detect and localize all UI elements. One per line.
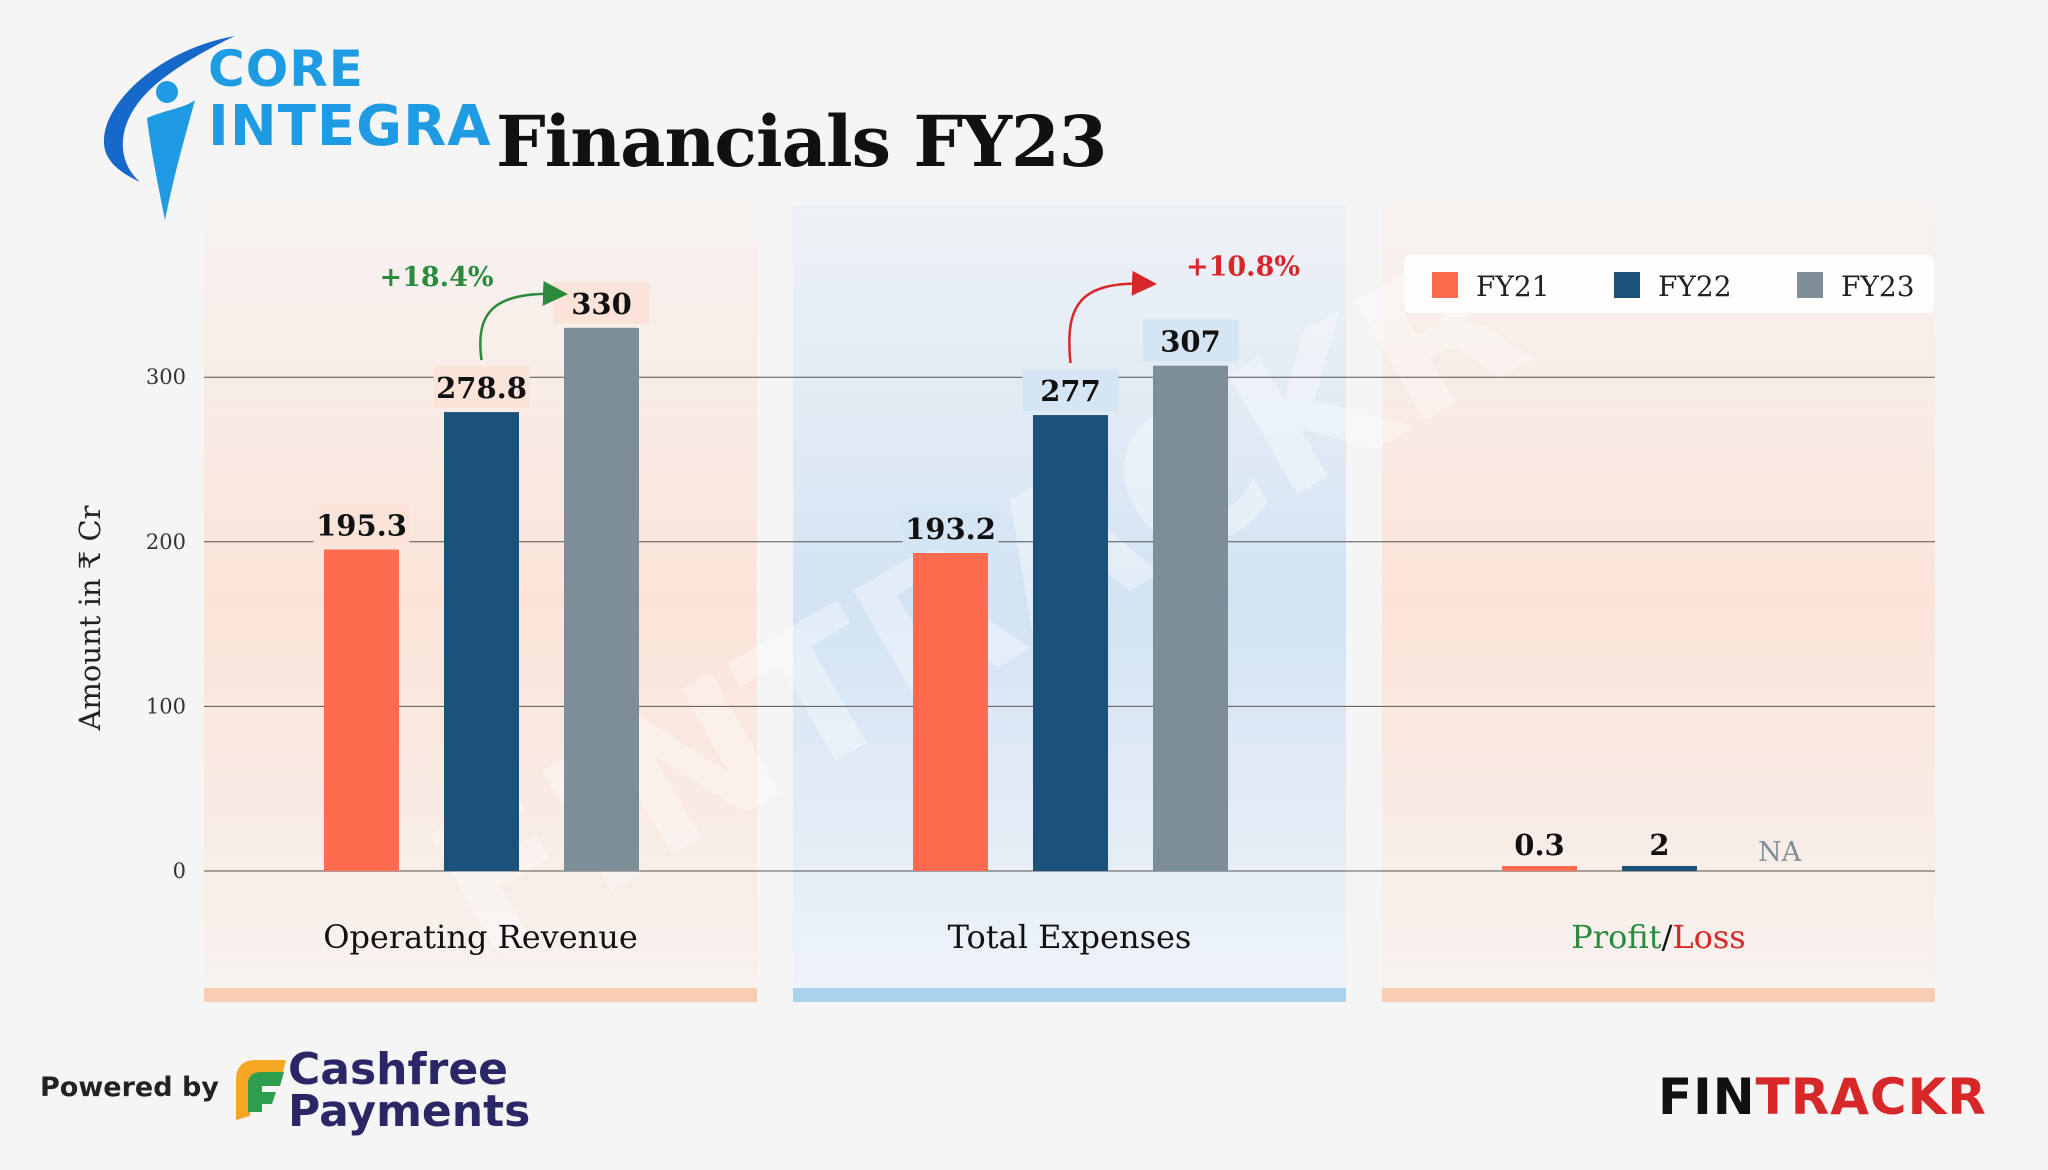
bar-value-label: 307	[1160, 325, 1221, 359]
bar-value-label: 278.8	[436, 371, 527, 405]
y-tick-label: 300	[146, 365, 186, 389]
bar-fy23	[564, 327, 639, 871]
growth-annotation: +10.8%	[1186, 252, 1300, 283]
value-label-background	[1022, 369, 1119, 412]
logo-text-line2: INTEGRA	[208, 94, 492, 159]
panel-bottom-strip	[1382, 988, 1935, 1002]
bar-value-label: 195.3	[316, 509, 407, 543]
sponsor-name-line1: Cashfree	[288, 1044, 509, 1095]
panel-bottom-strip	[204, 988, 757, 1002]
bar-fy22	[1033, 415, 1108, 871]
sponsor-name-line2: Payments	[288, 1086, 531, 1137]
y-axis-label: Amount in ₹ Cr	[73, 505, 107, 731]
y-tick-label: 0	[173, 859, 186, 883]
bar-fy22	[1622, 866, 1697, 871]
bar-value-label: 193.2	[905, 512, 996, 546]
cashfree-mark-icon	[236, 1060, 286, 1120]
bar-fy23	[1153, 365, 1228, 871]
value-label-background	[433, 366, 530, 409]
panel-bottom-strip	[793, 988, 1346, 1002]
bar-value-label: 0.3	[1514, 828, 1564, 862]
page-title: Financials FY23	[496, 100, 1107, 183]
fintrackr-logo: FINTRACKR	[1658, 1068, 1987, 1126]
growth-arrow	[1068, 270, 1157, 364]
legend-swatch-fy23	[1797, 272, 1823, 298]
bar-fy21	[913, 552, 988, 871]
legend-swatch-fy21	[1432, 272, 1458, 298]
cashfree-logo	[232, 1050, 288, 1134]
core-integra-logo	[95, 30, 475, 225]
bar-fy22	[444, 412, 519, 871]
bar-value-label: 2	[1649, 828, 1669, 862]
legend-box	[1404, 255, 1934, 313]
logo-swoosh-icon	[103, 36, 235, 220]
growth-annotation: +18.4%	[379, 262, 493, 293]
value-label-background	[313, 503, 410, 546]
bar-fy21	[1502, 866, 1577, 871]
value-label-background	[553, 281, 650, 324]
bar-value-label: NA	[1758, 837, 1802, 868]
legend-label: FY22	[1658, 270, 1732, 303]
legend-label: FY21	[1476, 270, 1550, 303]
y-tick-label: 100	[146, 694, 186, 718]
category-label: Profit/Loss	[1571, 918, 1745, 956]
value-label-background	[1142, 319, 1239, 362]
category-label: Operating Revenue	[323, 918, 638, 956]
legend-label: FY23	[1841, 270, 1915, 303]
bar-value-label: 330	[571, 287, 632, 321]
brand-part1: FIN	[1658, 1068, 1756, 1126]
y-tick-label: 200	[146, 530, 186, 554]
powered-by-label: Powered by	[40, 1072, 219, 1103]
panel-background	[1382, 205, 1935, 990]
category-label: Total Expenses	[948, 918, 1192, 956]
bar-value-label: 277	[1040, 374, 1101, 408]
brand-part2: TRACKR	[1755, 1068, 1987, 1126]
growth-arrow	[479, 280, 568, 361]
bar-fy21	[324, 549, 399, 871]
legend-swatch-fy22	[1614, 272, 1640, 298]
value-label-background	[902, 506, 999, 549]
logo-text-line1: CORE	[208, 40, 364, 98]
